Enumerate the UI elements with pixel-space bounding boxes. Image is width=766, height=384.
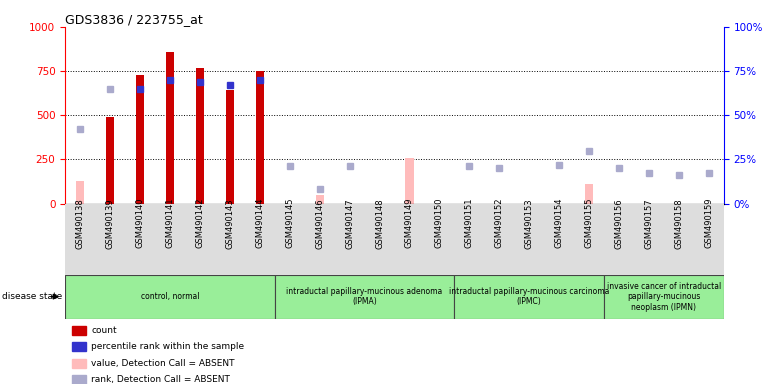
- Bar: [65, 275, 275, 319]
- Bar: [454, 275, 604, 319]
- Bar: [72, 359, 87, 368]
- Bar: [316, 195, 324, 204]
- Text: GDS3836 / 223755_at: GDS3836 / 223755_at: [65, 13, 203, 26]
- Text: intraductal papillary-mucinous adenoma
(IPMA): intraductal papillary-mucinous adenoma (…: [286, 287, 443, 306]
- Text: invasive cancer of intraductal
papillary-mucinous
neoplasm (IPMN): invasive cancer of intraductal papillary…: [607, 282, 721, 311]
- Text: control, normal: control, normal: [141, 292, 199, 301]
- Bar: [72, 375, 87, 384]
- Bar: [196, 68, 204, 204]
- Bar: [604, 275, 724, 319]
- Bar: [76, 180, 84, 204]
- Bar: [405, 157, 414, 204]
- Bar: [72, 326, 87, 335]
- Bar: [256, 71, 264, 204]
- Bar: [585, 184, 593, 204]
- Bar: [72, 342, 87, 351]
- Bar: [106, 117, 114, 204]
- Text: rank, Detection Call = ABSENT: rank, Detection Call = ABSENT: [91, 375, 231, 384]
- Text: disease state: disease state: [2, 292, 62, 301]
- Bar: [136, 74, 144, 204]
- Bar: [226, 91, 234, 204]
- Text: intraductal papillary-mucinous carcinoma
(IPMC): intraductal papillary-mucinous carcinoma…: [449, 287, 610, 306]
- Bar: [275, 275, 454, 319]
- Text: count: count: [91, 326, 117, 335]
- Text: percentile rank within the sample: percentile rank within the sample: [91, 342, 244, 351]
- Bar: [165, 51, 174, 204]
- Text: value, Detection Call = ABSENT: value, Detection Call = ABSENT: [91, 359, 235, 367]
